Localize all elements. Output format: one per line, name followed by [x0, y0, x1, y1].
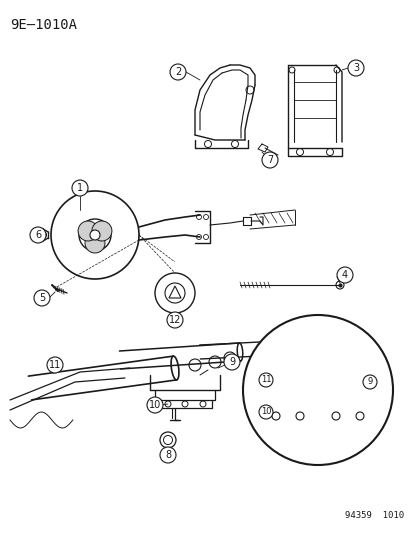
Circle shape	[30, 227, 46, 243]
Circle shape	[242, 315, 392, 465]
Text: 6: 6	[35, 230, 41, 240]
Circle shape	[347, 60, 363, 76]
Circle shape	[85, 233, 105, 253]
Text: 12: 12	[169, 315, 181, 325]
Circle shape	[261, 152, 277, 168]
Text: 7: 7	[266, 155, 273, 165]
Circle shape	[47, 357, 63, 373]
Text: 2: 2	[174, 67, 181, 77]
Circle shape	[259, 373, 272, 387]
Circle shape	[72, 180, 88, 196]
Circle shape	[90, 230, 100, 240]
Circle shape	[223, 354, 240, 370]
Text: 1: 1	[77, 183, 83, 193]
Circle shape	[92, 221, 112, 241]
Text: 10: 10	[260, 408, 271, 416]
Text: 9: 9	[228, 357, 235, 367]
Text: 11: 11	[260, 376, 271, 384]
Text: 3: 3	[352, 63, 358, 73]
Circle shape	[147, 397, 163, 413]
Circle shape	[336, 267, 352, 283]
Circle shape	[259, 405, 272, 419]
Circle shape	[166, 312, 183, 328]
Circle shape	[34, 290, 50, 306]
Circle shape	[159, 432, 176, 448]
Text: 5: 5	[39, 293, 45, 303]
Text: 94359  1010: 94359 1010	[344, 511, 403, 520]
Text: 11: 11	[49, 360, 61, 370]
Circle shape	[362, 375, 376, 389]
Text: 4: 4	[341, 270, 347, 280]
Text: 9: 9	[366, 377, 372, 386]
Text: 8: 8	[164, 450, 171, 460]
Text: 10: 10	[149, 400, 161, 410]
Text: 9E–1010A: 9E–1010A	[10, 18, 77, 32]
Circle shape	[159, 447, 176, 463]
Circle shape	[78, 221, 98, 241]
Circle shape	[170, 64, 185, 80]
